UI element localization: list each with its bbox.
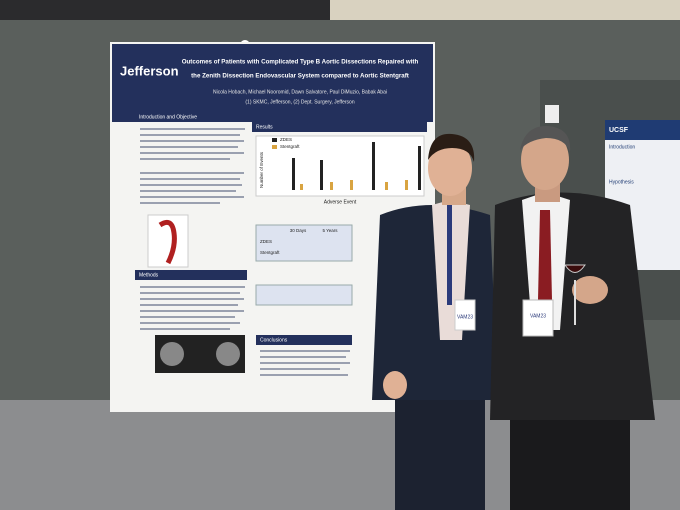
section-header <box>256 335 352 345</box>
legend-label: Stentgraft <box>280 144 300 149</box>
chart-x-label: Adverse Event <box>324 199 357 205</box>
poster-title: Outcomes of Patients with Complicated Ty… <box>182 59 419 66</box>
poster-affiliations: (1) SKMC, Jefferson, (2) Dept. Surgery, … <box>245 99 354 105</box>
results-table <box>255 224 353 262</box>
ct-scan <box>160 342 184 366</box>
body-text-lines <box>140 128 245 204</box>
side-section-title: Introduction <box>609 144 635 150</box>
chart-y-label: Number of Events <box>259 151 264 188</box>
section-title: Conclusions <box>260 337 288 343</box>
chart-bars <box>292 142 421 190</box>
section-header <box>135 270 247 280</box>
table-header: 5 Years <box>322 228 338 233</box>
side-section-title: Hypothesis <box>609 179 634 185</box>
badge-text: VAM23 <box>457 314 473 320</box>
side-poster-header <box>605 120 680 140</box>
poster-authors: Nicola Hobach, Michael Nooromid, Dawn Sa… <box>213 89 387 95</box>
results-table <box>255 284 353 306</box>
board-sign <box>545 105 559 123</box>
badge-text: VAM23 <box>530 313 546 319</box>
poster-header <box>112 44 433 122</box>
ct-scan <box>216 342 240 366</box>
person-right <box>490 125 655 510</box>
body-text-lines <box>260 350 350 376</box>
results-chart <box>255 135 425 197</box>
person-left <box>372 133 498 510</box>
legend-swatch <box>272 138 277 142</box>
side-poster-logo: UCSF <box>609 127 629 134</box>
table-row-label: ZDES <box>260 239 272 244</box>
body-text-lines <box>140 286 245 330</box>
section-header <box>252 122 427 132</box>
poster-title: the Zenith Dissection Endovascular Syste… <box>191 73 409 80</box>
aorta-illustration <box>158 219 177 265</box>
legend-swatch <box>272 145 277 149</box>
section-header <box>135 112 247 122</box>
section-title: Methods <box>139 272 159 278</box>
poster-logo: Jefferson <box>120 63 179 78</box>
section-title: Results <box>256 124 273 130</box>
table-row-label: Stentgraft <box>260 250 280 255</box>
legend-label: ZDES <box>280 137 292 142</box>
section-title: Introduction and Objective <box>139 114 197 120</box>
table-header: 30 Days <box>290 228 307 233</box>
